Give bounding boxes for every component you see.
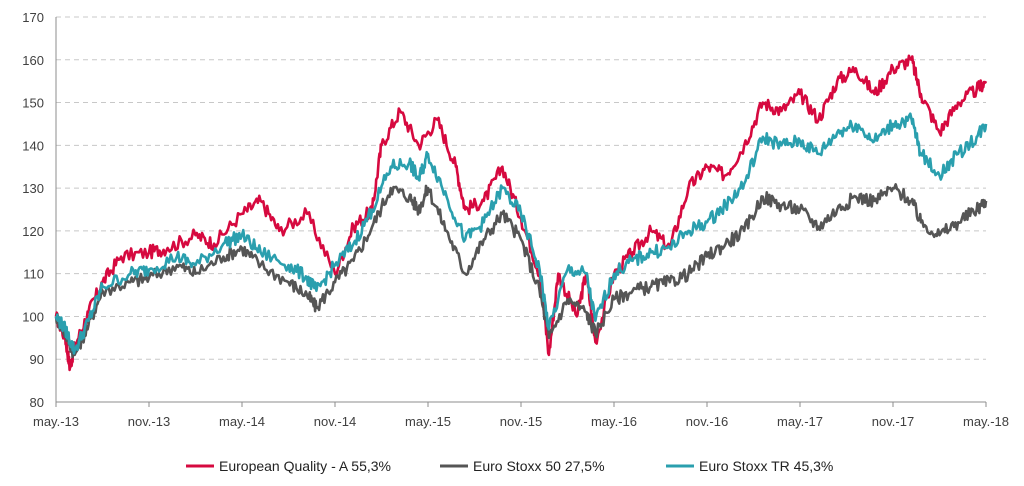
series-line [54, 183, 988, 359]
x-tick-label: nov.-15 [500, 414, 542, 429]
x-tick-label: nov.-13 [128, 414, 170, 429]
x-tick-label: may.-18 [963, 414, 1009, 429]
x-tick-label: may.-14 [219, 414, 265, 429]
x-tick-label: may.-16 [591, 414, 637, 429]
y-tick-label: 110 [23, 267, 44, 282]
legend: European Quality - A 55,3% Euro Stoxx 50 … [186, 458, 833, 474]
y-tick-label: 90 [30, 352, 44, 367]
series-lines [54, 54, 988, 372]
x-tick-label: may.-15 [405, 414, 451, 429]
x-tick-label: nov.-14 [314, 414, 356, 429]
x-tick-label: nov.-16 [686, 414, 728, 429]
x-tick-label: may.-13 [33, 414, 79, 429]
x-tick-label: may.-17 [777, 414, 823, 429]
axes: 80 90 100 110 120 130 140 150 160 170 may.-13 nov.-… [22, 10, 1009, 429]
legend-label: Euro Stoxx 50 27,5% [473, 458, 605, 474]
legend-label: European Quality - A 55,3% [219, 458, 391, 474]
series-line [54, 112, 988, 355]
y-tick-label: 160 [22, 53, 44, 68]
y-tick-label: 170 [22, 10, 44, 25]
y-tick-label: 100 [22, 309, 44, 324]
y-tick-label: 150 [22, 96, 44, 111]
y-tick-label: 140 [22, 138, 44, 153]
y-tick-label: 130 [22, 181, 44, 196]
y-tick-label: 80 [30, 395, 44, 410]
legend-label: Euro Stoxx TR 45,3% [699, 458, 833, 474]
x-tick-label: nov.-17 [872, 414, 914, 429]
y-tick-label: 120 [22, 224, 44, 239]
grid-lines [56, 16, 986, 360]
